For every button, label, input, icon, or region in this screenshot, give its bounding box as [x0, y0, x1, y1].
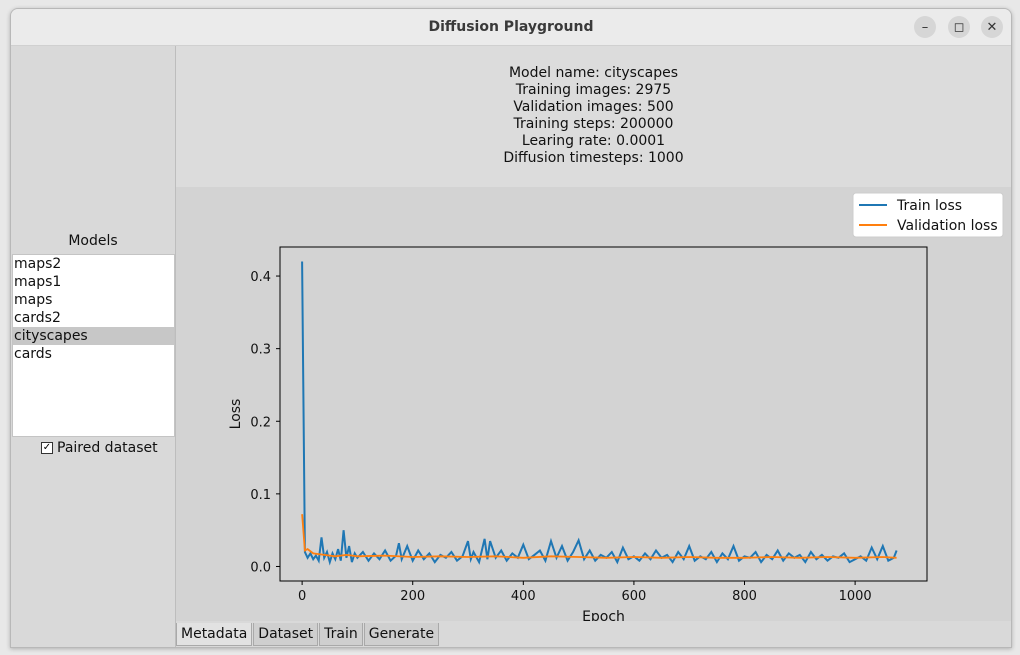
model-list-item[interactable]: cards — [14, 346, 52, 362]
model-list-item[interactable]: maps1 — [14, 274, 62, 290]
meta-learning-rate: Learing rate: 0.0001 — [521, 133, 666, 149]
x-tick-label: 0 — [298, 589, 306, 604]
maximize-icon[interactable]: ◻ — [948, 16, 970, 38]
model-list-item[interactable]: maps2 — [14, 256, 62, 272]
y-tick-label: 0.1 — [250, 488, 271, 503]
loss-chart: 0 200 400 600 800 1000 0.0 0.1 0.2 0.3 0.4 Epoch Los… — [228, 192, 1004, 625]
meta-training-images: Training images: 2975 — [515, 82, 672, 98]
loss-plot-area: 0 200 400 600 800 1000 0.0 0.1 0.2 0.3 0.4 Epoch Los… — [176, 187, 1011, 625]
y-tick-label: 0.4 — [250, 270, 271, 285]
close-icon[interactable]: ✕ — [981, 16, 1003, 38]
x-axis-label: Epoch — [582, 609, 625, 621]
legend-label: Validation loss — [897, 218, 998, 234]
legend-label: Train loss — [896, 198, 962, 214]
y-tick-label: 0.2 — [250, 415, 271, 430]
legend-box — [852, 192, 1004, 238]
tab-bar: Metadata Dataset Train Generate — [176, 623, 440, 647]
x-tick-label: 200 — [400, 589, 425, 604]
x-tick-label: 800 — [732, 589, 757, 604]
meta-diffusion-timesteps: Diffusion timesteps: 1000 — [503, 150, 684, 166]
meta-validation-images: Validation images: 500 — [513, 99, 674, 115]
window-title: Diffusion Playground — [428, 19, 594, 35]
model-list-item[interactable]: cards2 — [14, 310, 61, 326]
tab-train[interactable]: Train — [319, 623, 363, 646]
title-bar[interactable]: Diffusion Playground – ◻ ✕ — [11, 9, 1011, 46]
y-tick-label: 0.0 — [250, 560, 271, 575]
paired-dataset-checkbox[interactable]: ✓ — [41, 442, 53, 454]
paired-dataset-label: Paired dataset — [57, 440, 158, 456]
x-tick-label: 400 — [511, 589, 536, 604]
meta-training-steps: Training steps: 200000 — [513, 116, 674, 132]
paired-dataset-option[interactable]: ✓ Paired dataset — [41, 440, 158, 456]
model-metadata: Model name: cityscapes Training images: … — [176, 46, 1011, 187]
metadata-panel: Model name: cityscapes Training images: … — [176, 46, 1011, 625]
x-tick-label: 1000 — [839, 589, 872, 604]
validation-loss-line — [301, 514, 897, 559]
minimize-icon[interactable]: – — [914, 16, 936, 38]
tab-dataset[interactable]: Dataset — [253, 623, 319, 646]
tab-metadata[interactable]: Metadata — [176, 623, 253, 646]
sidebar: Models maps2 maps1 maps cards2 cityscapes car… — [11, 46, 176, 647]
model-list-item[interactable]: cityscapes — [13, 327, 174, 345]
plot-frame — [279, 246, 928, 582]
y-tick-label: 0.3 — [250, 343, 271, 358]
app-window: Diffusion Playground – ◻ ✕ Models maps2 m… — [10, 8, 1012, 648]
meta-model-name: Model name: cityscapes — [508, 65, 679, 81]
models-label: Models — [68, 233, 118, 249]
model-list[interactable]: maps2 maps1 maps cards2 cityscapes cards — [12, 254, 175, 437]
tab-generate[interactable]: Generate — [363, 623, 440, 646]
x-tick-label: 600 — [622, 589, 647, 604]
model-list-item[interactable]: maps — [14, 292, 53, 308]
y-axis-label: Loss — [228, 399, 244, 430]
